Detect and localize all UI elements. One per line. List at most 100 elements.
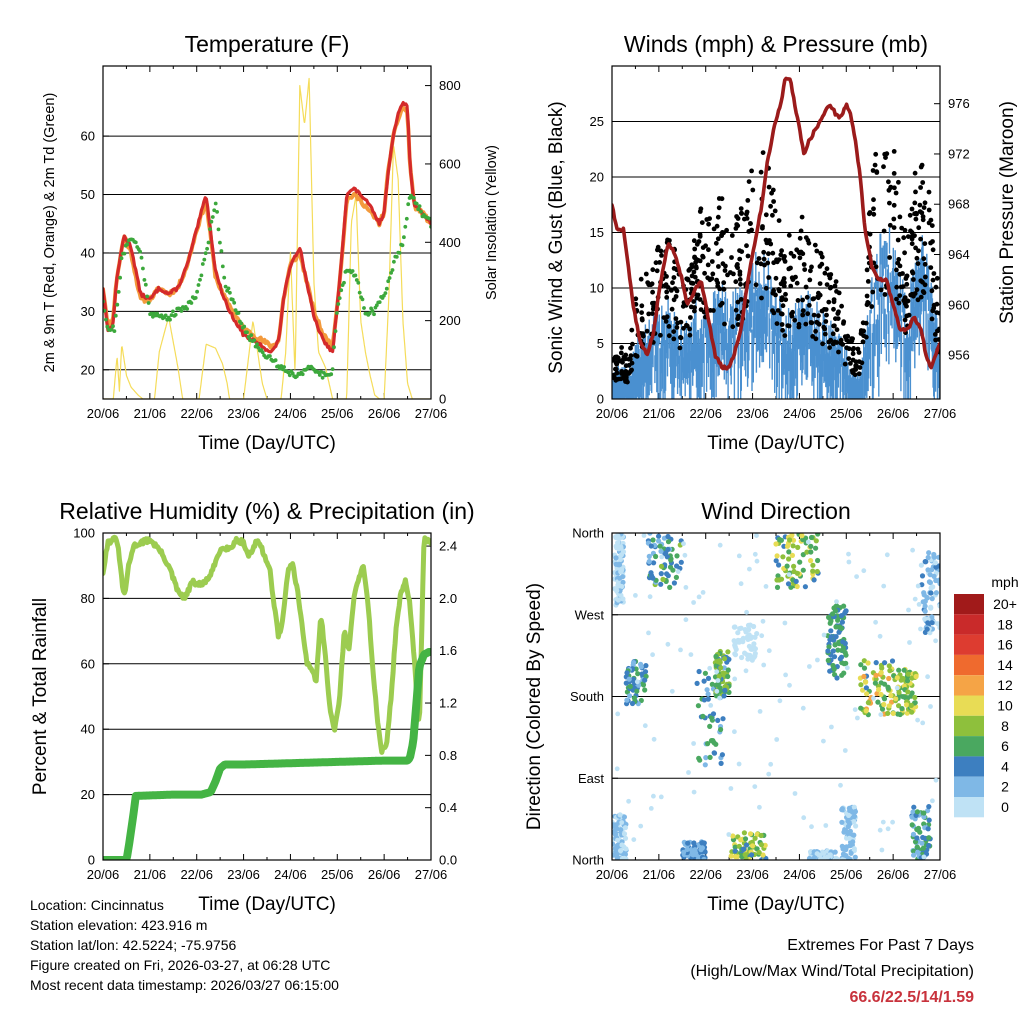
direction-point [707,723,713,730]
gust-point [920,180,926,185]
dewpoint-point [317,373,322,377]
humidity-x-tick-label: 21/06 [134,867,167,882]
gust-point [742,216,747,222]
direction-point [751,623,757,630]
gust-point [699,220,705,226]
direction-point [722,687,728,693]
gust-point [776,218,782,224]
gust-point [761,249,767,255]
gust-point [832,323,837,329]
direction-point [932,560,939,566]
dewpoint-point [245,330,249,335]
dewpoint-point [394,255,399,259]
winds-y-tick-label: 20 [590,170,604,185]
direction-point [633,593,638,598]
direction-point [671,580,678,586]
direction-point [933,777,939,783]
gust-point [926,220,932,226]
dewpoint-point [249,333,254,337]
humidity-y-tick-label: 20 [81,787,95,802]
humidity-x-tick-label: 22/06 [180,867,213,882]
temperature-y-tick-label: 30 [81,304,95,319]
gust-point [788,265,793,271]
temperature-y2-tick-label: 0 [439,392,446,407]
direction-point [743,842,750,848]
direction-point [716,673,722,679]
gust-point [814,248,820,254]
gust-point [715,251,721,256]
dewpoint-point [367,311,372,316]
winds-x-tick-label: 23/06 [736,406,769,421]
direction-point [821,738,826,744]
direction-point [789,533,795,538]
direction-point [852,854,858,860]
gust-point [909,234,915,239]
dewpoint-point [219,249,224,253]
dewpoint-point [360,297,365,302]
winds-title: Winds (mph) & Pressure (mb) [624,31,928,57]
direction-point [878,691,884,698]
gust-point [692,255,697,261]
colorbar-swatch [954,594,984,615]
dewpoint-point [142,278,147,282]
gust-point [721,286,727,292]
colorbar-label: 10 [997,698,1013,714]
gust-point [930,247,936,253]
direction-point [832,642,838,648]
direction-point [933,590,940,596]
direction-point [653,553,659,560]
dewpoint-point [260,350,265,355]
dewpoint-point [412,196,416,200]
direction-point [775,573,781,579]
gust-point [697,297,703,302]
dewpoint-point [233,308,238,313]
direction-point [930,798,935,804]
direction-x-tick-label: 23/06 [736,867,769,882]
colorbar-label: 8 [1001,718,1009,734]
gust-point [792,317,798,323]
direction-point [834,856,840,860]
direction-point [742,836,749,842]
direction-point [847,828,854,834]
direction-point [743,668,749,674]
direction-point [782,620,788,626]
gust-point [650,289,655,295]
gust-point [735,316,741,322]
gust-point [912,170,918,176]
direction-point [620,579,626,585]
temperature-x-tick-label: 22/06 [180,406,213,421]
direction-point [864,691,870,697]
direction-point [688,652,694,657]
direction-point [887,668,893,674]
direction-point [740,639,746,645]
gust-point [883,155,888,161]
gust-point [613,366,618,372]
dewpoint-point [400,243,405,248]
direction-point [761,662,767,668]
gust-point [797,255,803,261]
direction-point [919,573,926,579]
gust-point [674,325,680,330]
direction-point [776,562,782,568]
dewpoint-point [185,307,190,311]
humidity-axes: 20/06 21/06 22/06 23/06 24/06 25/06 26/06 27/06… [73,526,457,883]
temperature-plot-frame [102,65,432,400]
gust-point [776,287,782,292]
gust-point [909,230,915,235]
gust-point [689,273,695,279]
direction-point [861,658,867,664]
gust-point [915,261,921,266]
colorbar-swatch [954,776,984,797]
gust-point [734,263,740,269]
direction-point [933,564,939,570]
direction-point [792,791,798,796]
gust-point [714,223,720,229]
direction-point [634,679,640,685]
gust-point [783,297,789,303]
gust-point [754,260,760,266]
temp-2m-line [103,100,431,354]
gust-point [709,259,715,264]
gust-point [718,302,723,308]
humidity-y2-tick-label: 2.0 [439,591,457,606]
